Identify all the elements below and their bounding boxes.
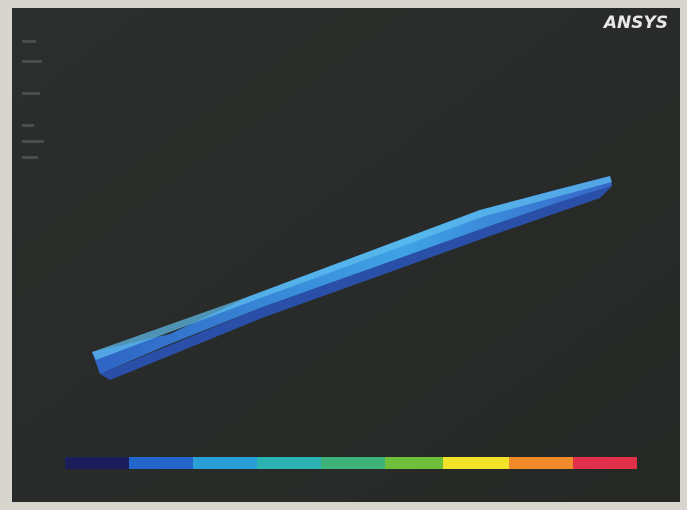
page: ANSYS (() => { const data = JSON.parse(d… [0,0,687,510]
color-legend [65,457,637,469]
legend-band [65,457,129,469]
legend-band [193,457,257,469]
legend-band [129,457,193,469]
display [12,8,680,502]
legend-band [509,457,573,469]
logo: ANSYS [602,13,668,33]
legend-band [573,457,637,469]
screen-photo: ANSYS [0,0,687,510]
legend-band [257,457,321,469]
legend-band [443,457,509,469]
legend-band [385,457,443,469]
legend-band [321,457,385,469]
